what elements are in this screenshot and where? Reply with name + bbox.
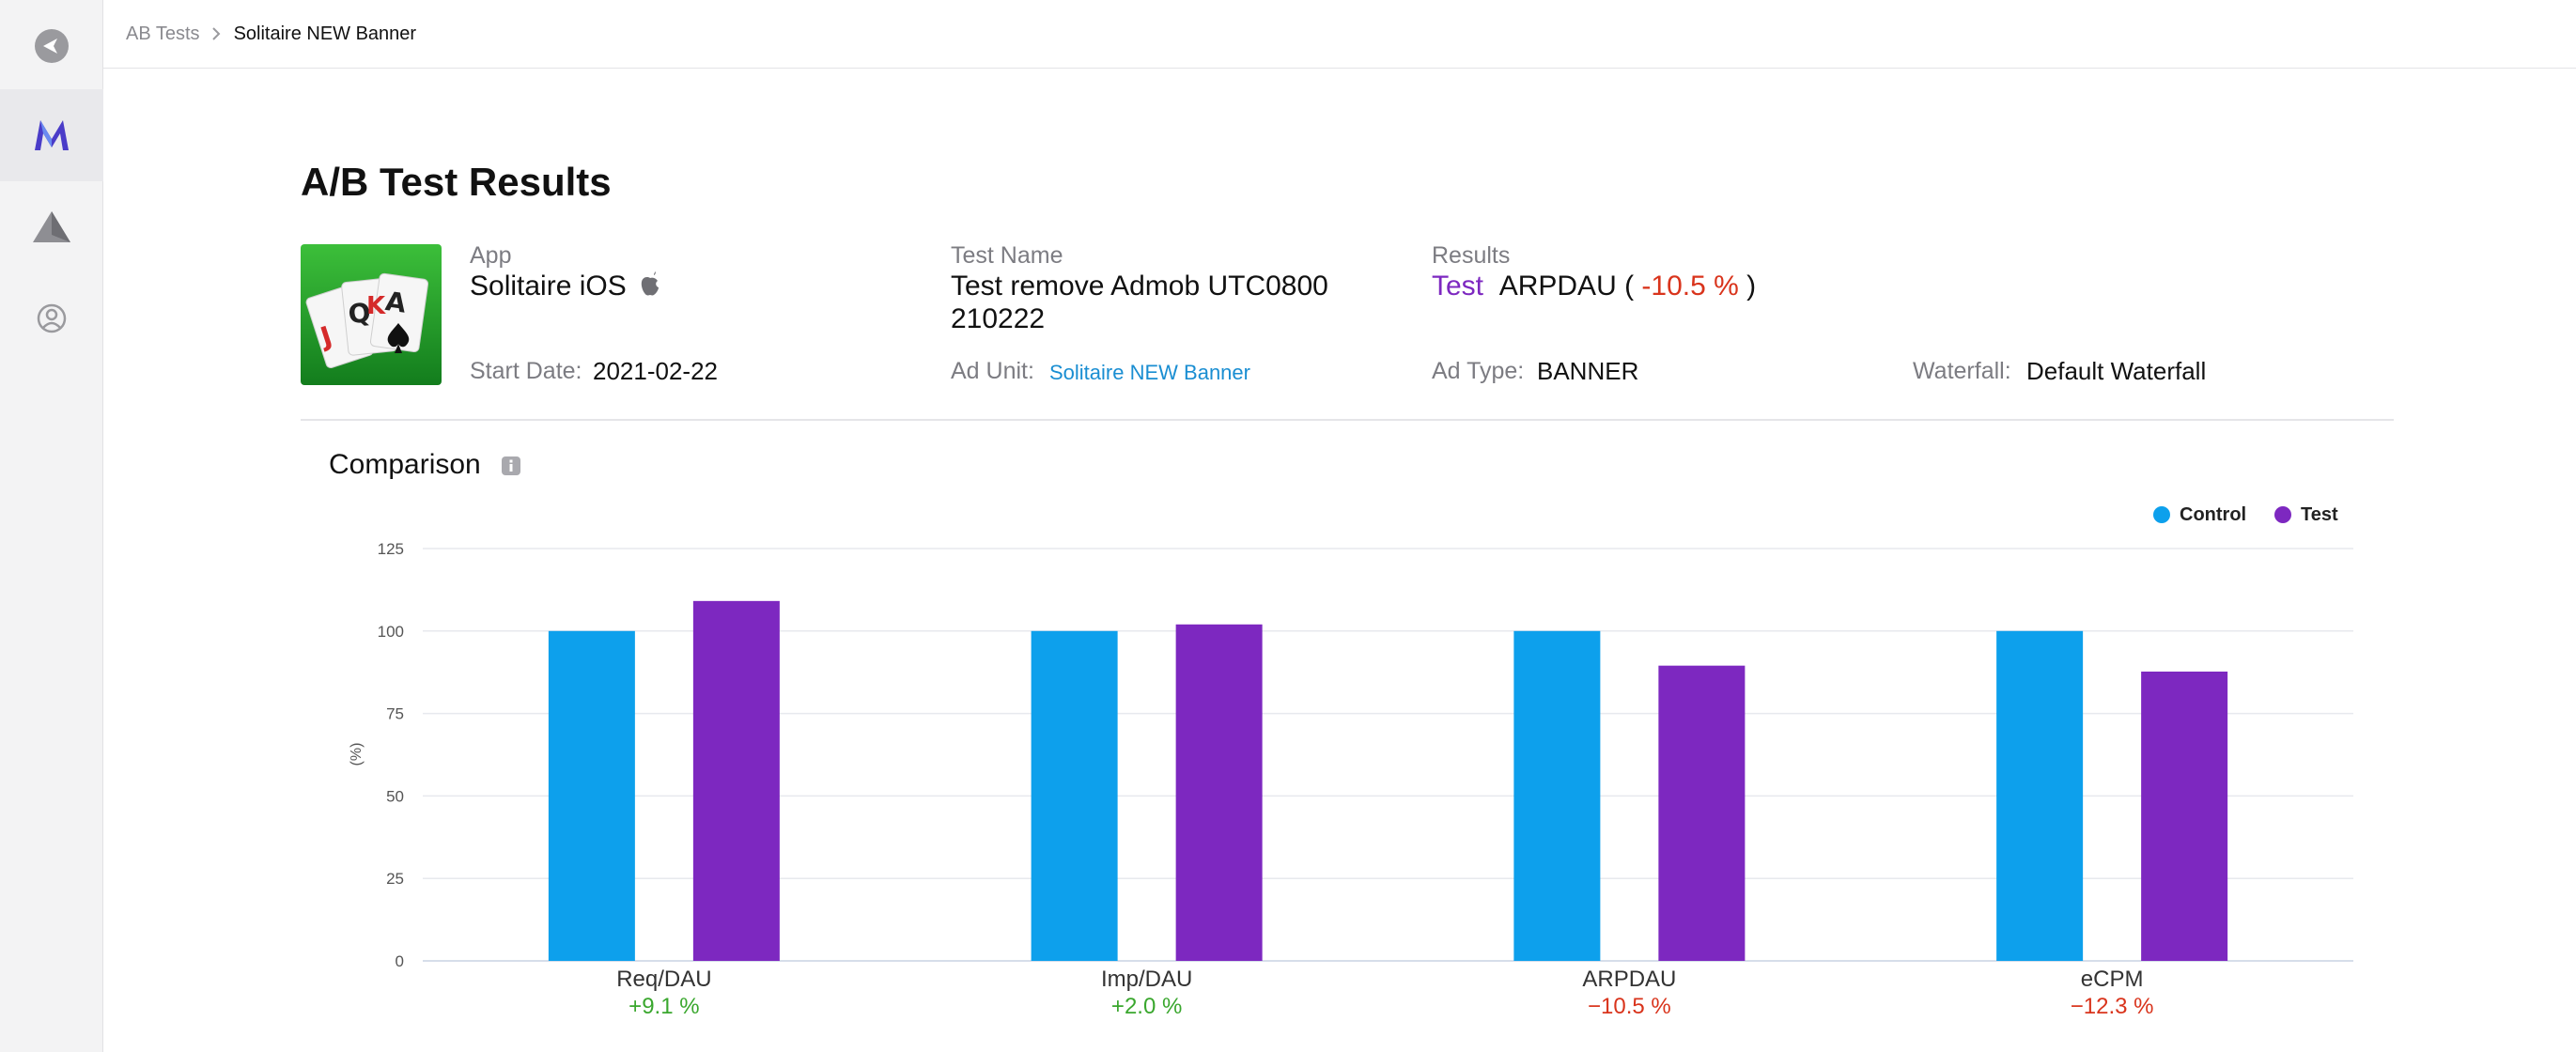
waterfall-value: Default Waterfall [2026, 357, 2207, 385]
results-metric: ARPDAU ( [1498, 271, 1635, 302]
bar-control-arpdau [1513, 630, 1601, 961]
x-category-label: Imp/DAU [1101, 967, 1192, 992]
legend-item-test[interactable]: Test [2274, 503, 2338, 526]
test-name-line1: Test remove Admob UTC0800 [951, 271, 1328, 302]
bar-control-reqdau [548, 630, 635, 961]
sidebar [0, 0, 103, 1052]
sidebar-item-analytics[interactable] [0, 181, 103, 273]
y-tick-label: 0 [396, 952, 404, 970]
breadcrumb-ab-tests-link[interactable]: AB Tests [126, 23, 200, 44]
comparison-title: Comparison [329, 449, 481, 480]
x-category-label: Req/DAU [616, 967, 711, 992]
x-category-label: eCPM [2081, 967, 2144, 992]
sidebar-logo-button[interactable] [0, 0, 103, 92]
bar-test-impdau [1175, 624, 1263, 961]
sidebar-item-mediation[interactable] [0, 89, 103, 181]
start-date-value: 2021-02-22 [593, 357, 718, 385]
bar-test-reqdau [692, 600, 780, 961]
legend-dot-test [2274, 506, 2291, 523]
x-category-delta: +9.1 % [628, 994, 699, 1019]
info-icon[interactable] [501, 456, 521, 476]
results-close: ) [1746, 271, 1757, 302]
y-tick-label: 25 [386, 870, 404, 888]
legend-dot-control [2153, 506, 2170, 523]
x-category-delta: −12.3 % [2071, 994, 2154, 1019]
sidebar-item-account[interactable] [0, 272, 103, 364]
svg-text:A: A [383, 286, 408, 319]
mediation-m-icon [35, 120, 69, 150]
page-title: A/B Test Results [301, 160, 612, 204]
app-name: Solitaire iOS [470, 271, 627, 302]
start-date-label: Start Date: [470, 358, 582, 384]
ad-unit-label: Ad Unit: [951, 358, 1034, 384]
test-name-line2: 210222 [951, 303, 1046, 334]
x-category-delta: +2.0 % [1111, 994, 1182, 1019]
legend-item-control[interactable]: Control [2153, 503, 2246, 526]
chevron-right-icon [211, 26, 221, 41]
legend-label-control: Control [2180, 503, 2247, 525]
y-tick-label: 50 [386, 787, 404, 805]
apple-icon [639, 271, 661, 302]
results-winner: Test [1432, 271, 1484, 302]
bar-test-ecpm [2141, 671, 2228, 961]
y-tick-label: 75 [386, 705, 404, 723]
waterfall-label: Waterfall: [1913, 358, 2011, 384]
svg-text:K: K [366, 292, 386, 320]
y-tick-label: 100 [378, 623, 404, 641]
bar-control-ecpm [1996, 630, 2084, 961]
app-icon-solitaire: J Q K A [301, 244, 442, 385]
y-axis-label: (%) [349, 743, 365, 766]
x-category-label: ARPDAU [1582, 967, 1676, 992]
results-summary: Test ARPDAU ( -10.5 % ) [1432, 271, 1756, 302]
ad-type-label: Ad Type: [1432, 358, 1525, 384]
ad-unit-link[interactable]: Solitaire NEW Banner [1049, 361, 1250, 384]
ad-type-value: BANNER [1537, 357, 1639, 385]
section-divider [301, 419, 2394, 421]
x-category-delta: −10.5 % [1588, 994, 1671, 1019]
y-tick-label: 125 [378, 540, 404, 558]
pyramid-icon [33, 211, 70, 242]
legend-label-test: Test [2301, 503, 2338, 525]
user-profile-icon [37, 303, 67, 333]
app-label: App [470, 242, 512, 269]
logo-icon [35, 29, 69, 63]
bar-control-impdau [1031, 630, 1118, 961]
svg-text:Q: Q [347, 297, 372, 330]
bar-test-arpdau [1658, 665, 1746, 961]
test-name-label: Test Name [951, 242, 1063, 269]
results-label: Results [1432, 242, 1511, 269]
breadcrumb-current: Solitaire NEW Banner [233, 23, 417, 44]
results-delta: -10.5 % [1641, 271, 1739, 302]
breadcrumb: AB Tests Solitaire NEW Banner [103, 0, 2576, 69]
